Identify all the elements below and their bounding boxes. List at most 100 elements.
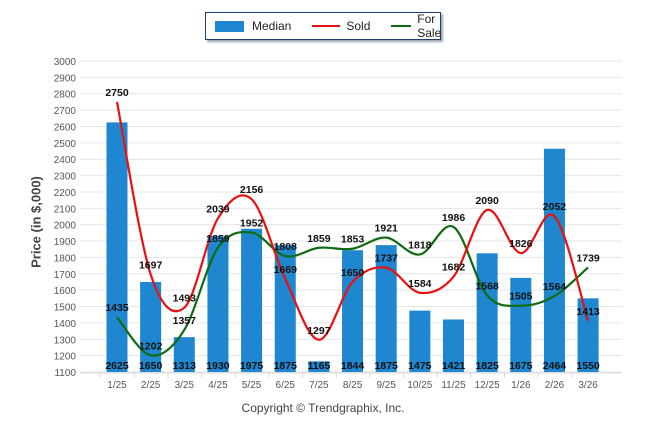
x-tick-label: 3/25 (175, 380, 195, 391)
x-tick-label: 9/25 (376, 380, 396, 391)
legend-item-sold[interactable]: Sold (300, 19, 370, 33)
for-sale-line (116, 225, 589, 357)
median-bar (207, 236, 229, 372)
for-sale-data-label: 1921 (375, 223, 399, 235)
median-data-label: 1313 (173, 360, 197, 372)
median-data-label: 1550 (576, 360, 600, 372)
for-sale-data-label: 1853 (341, 234, 365, 246)
y-tick-label: 2900 (54, 73, 77, 84)
median-bar (342, 250, 364, 372)
x-tick-label: 2/26 (545, 380, 565, 391)
sold-data-label: 1413 (576, 306, 600, 318)
sold-data-label: 1682 (442, 262, 466, 274)
sold-data-label: 1669 (274, 264, 298, 276)
for-sale-data-label: 1808 (274, 241, 298, 253)
median-data-label: 1875 (375, 360, 399, 372)
x-tick-label: 3/26 (578, 380, 598, 391)
median-data-label: 1875 (274, 360, 298, 372)
y-tick-label: 3000 (54, 57, 77, 68)
x-tick-label: 12/25 (475, 380, 500, 391)
y-tick-label: 2600 (54, 122, 77, 133)
legend-item-median[interactable]: Median (215, 19, 291, 33)
y-tick-label: 2700 (54, 106, 77, 117)
y-tick-label: 2300 (54, 172, 77, 183)
x-tick-label: 7/25 (309, 380, 329, 391)
median-bar (476, 253, 498, 372)
y-tick-label: 1400 (54, 319, 77, 330)
y-tick-label: 1800 (54, 253, 77, 264)
y-tick-label: 1300 (54, 335, 77, 346)
median-swatch-icon (215, 20, 244, 32)
copyright-footer: Copyright © Trendgraphix, Inc. (241, 401, 405, 415)
for-sale-data-label: 1505 (509, 291, 533, 303)
y-tick-label: 1700 (54, 270, 77, 281)
legend-label-sold: Sold (346, 19, 371, 33)
y-axis-title: Price (in $,000) (28, 176, 44, 268)
y-tick-label: 2400 (54, 155, 77, 166)
for-sale-data-label: 1859 (307, 233, 331, 245)
sold-data-label: 1697 (139, 259, 163, 271)
y-tick-label: 2200 (54, 188, 77, 199)
x-tick-label: 6/25 (276, 380, 296, 391)
sold-data-label: 2039 (206, 203, 230, 215)
y-axis: 1100 1200 1300 1400 1500 1600 1700 1800 1900 2000… (54, 57, 77, 379)
sold-data-label: 2052 (543, 201, 567, 213)
sold-data-label: 1584 (408, 278, 432, 290)
sold-data-label: 1493 (173, 293, 197, 305)
median-bar (173, 337, 195, 372)
sold-data-label: 2750 (105, 87, 129, 99)
data-labels: 2625 1650 1313 1930 1975 1875 1165 1844 1875 1475… (105, 87, 600, 372)
median-bar (409, 310, 431, 372)
sold-data-label: 1826 (509, 238, 533, 250)
for-sale-data-label: 1986 (442, 212, 466, 224)
sold-line (115, 101, 590, 341)
sold-data-label: 1650 (341, 267, 365, 279)
y-tick-label: 1100 (54, 368, 76, 379)
sold-swatch-icon (312, 25, 341, 27)
median-data-label: 1844 (341, 360, 365, 372)
median-data-label: 2464 (543, 360, 567, 372)
median-data-label: 1165 (308, 360, 331, 372)
legend-label-median: Median (252, 19, 292, 33)
for-sale-data-label: 1739 (576, 252, 600, 264)
median-bar (543, 148, 565, 372)
median-bars (106, 122, 599, 372)
median-data-label: 1975 (240, 360, 264, 372)
y-tick-label: 2100 (54, 204, 77, 215)
x-tick-label: 4/25 (208, 380, 228, 391)
median-data-label: 1825 (475, 360, 499, 372)
median-data-label: 1650 (139, 360, 163, 372)
for-sale-data-label: 1818 (408, 239, 432, 251)
sold-data-label: 1737 (375, 253, 399, 265)
median-bar (241, 228, 263, 372)
x-tick-label: 8/25 (343, 380, 363, 391)
x-tick-label: 1/25 (107, 380, 127, 391)
median-data-label: 1930 (206, 360, 230, 372)
median-bar (140, 281, 162, 372)
legend-label-for-sale: For Sale (417, 12, 442, 40)
y-tick-label: 1900 (54, 237, 77, 248)
median-data-label: 1675 (509, 360, 533, 372)
legend-item-for-sale[interactable]: For Sale (379, 12, 449, 40)
for-sale-data-label: 1435 (105, 302, 129, 314)
median-data-label: 2625 (105, 360, 129, 372)
line-series (115, 101, 590, 357)
median-bar (443, 319, 464, 372)
y-tick-label: 2500 (54, 139, 77, 150)
median-bar (375, 245, 397, 372)
for-sale-data-label: 1568 (475, 280, 499, 292)
median-bar (106, 122, 128, 372)
x-tick-label: 11/25 (441, 380, 466, 391)
y-tick-label: 2800 (54, 90, 77, 101)
for-sale-data-label: 1952 (240, 218, 264, 230)
y-tick-label: 2000 (54, 221, 77, 232)
median-bar (274, 245, 296, 372)
x-axis: 1/25 2/25 3/25 4/25 5/25 6/25 7/25 8/25 9/25 10/2… (80, 372, 622, 391)
x-tick-label: 1/26 (511, 380, 531, 391)
for-sale-data-label: 1564 (543, 281, 567, 293)
for-sale-swatch-icon (391, 25, 412, 27)
for-sale-data-label: 1357 (173, 315, 197, 327)
median-bar (308, 361, 330, 372)
y-tick-label: 1200 (54, 352, 77, 363)
